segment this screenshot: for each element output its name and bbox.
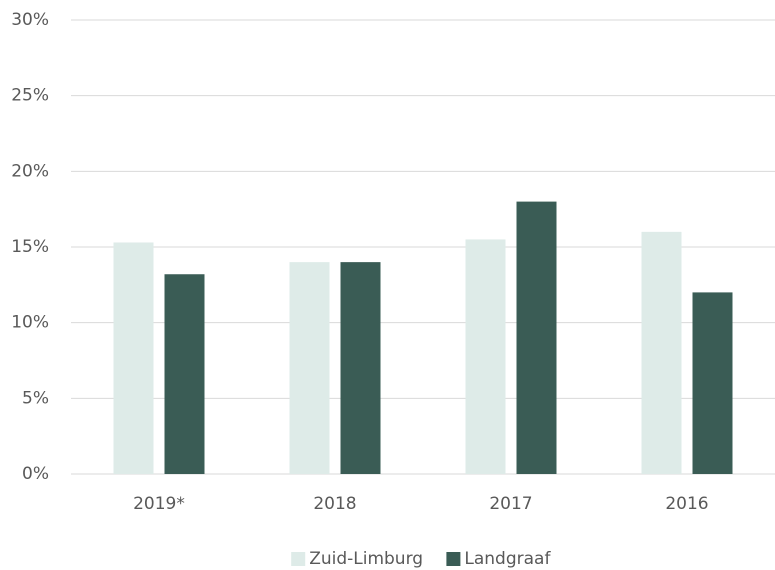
y-tick-label: 10% [11,313,49,333]
y-tick-label: 15% [11,237,49,257]
legend-label: Landgraaf [464,549,551,569]
y-tick-label: 20% [11,161,49,181]
legend-swatch [291,552,306,566]
y-tick-label: 30% [11,10,49,30]
bar [289,262,330,474]
y-tick-label: 25% [11,86,49,106]
y-tick-label: 0% [22,464,49,484]
x-tick-label: 2018 [313,494,356,514]
legend-label: Zuid-Limburg [309,549,423,569]
bar [465,239,506,474]
x-tick-label: 2017 [489,494,532,514]
bar [340,262,381,474]
x-tick-label: 2016 [665,494,708,514]
bar [164,274,205,474]
bar [641,231,682,474]
bar [516,201,557,474]
bar [692,292,733,474]
y-tick-label: 5% [22,388,49,408]
x-tick-label: 2019* [133,494,185,514]
legend-swatch [446,552,461,566]
bar [113,242,154,474]
